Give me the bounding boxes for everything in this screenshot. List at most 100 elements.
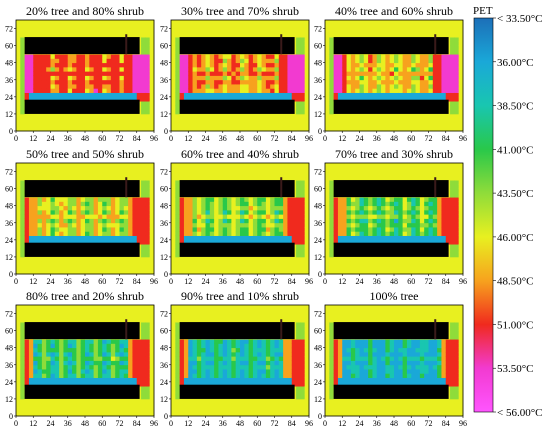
heatmap-cell xyxy=(115,205,120,211)
heatmap-cell xyxy=(141,118,146,123)
heatmap-cell xyxy=(205,58,211,64)
heatmap-cell xyxy=(149,20,155,25)
heatmap-cell xyxy=(350,222,356,228)
heatmap-cell xyxy=(437,71,442,76)
heatmap-cell xyxy=(110,231,116,236)
heatmap-cell xyxy=(368,84,373,89)
heatmap-cell xyxy=(76,126,82,132)
heatmap-cell xyxy=(171,214,176,219)
heatmap-cell xyxy=(110,167,116,172)
heatmap-cell xyxy=(85,20,90,25)
heatmap-cell xyxy=(171,167,176,172)
heatmap-cell xyxy=(376,265,382,271)
heatmap-cell xyxy=(72,227,77,232)
heatmap-cell xyxy=(20,171,26,177)
heatmap-cell xyxy=(296,105,301,111)
heatmap-cell xyxy=(37,171,43,177)
heatmap-cell xyxy=(381,239,386,245)
x-tick-label: 12 xyxy=(338,134,346,143)
heatmap-cell xyxy=(67,126,73,132)
heatmap-cell xyxy=(119,20,125,25)
heatmap-cell xyxy=(300,105,306,111)
heatmap-cell xyxy=(333,171,339,177)
heatmap-cell xyxy=(196,167,202,172)
heatmap-cell xyxy=(141,252,146,258)
heatmap-cell xyxy=(304,49,310,55)
heatmap-cell xyxy=(278,209,284,215)
heatmap-cell xyxy=(149,92,155,98)
heatmap-cell xyxy=(450,32,455,38)
heatmap-cell xyxy=(304,269,310,275)
heatmap-cell xyxy=(329,192,335,198)
heatmap-cell xyxy=(175,122,181,128)
heatmap-cell xyxy=(97,20,103,25)
heatmap-cell xyxy=(110,201,116,207)
heatmap-cell xyxy=(72,222,77,228)
heatmap-cell xyxy=(240,122,245,128)
heatmap-cell xyxy=(136,28,142,34)
heatmap-cell xyxy=(394,71,399,76)
heatmap-cell xyxy=(337,88,343,93)
y-tick-label: 72 xyxy=(5,168,13,177)
heatmap-cell xyxy=(428,201,434,207)
heatmap-cell xyxy=(28,118,34,123)
heatmap-cell xyxy=(428,28,434,34)
heatmap-cell xyxy=(287,88,293,93)
heatmap-cell xyxy=(128,197,133,202)
heatmap-cell xyxy=(171,126,176,132)
heatmap-cell xyxy=(102,163,107,168)
heatmap-cell xyxy=(123,54,129,59)
heatmap-cell xyxy=(385,218,391,224)
heatmap-cell xyxy=(252,231,258,236)
heatmap-cell xyxy=(325,41,330,47)
heatmap-cell xyxy=(93,214,99,219)
heatmap-cell xyxy=(363,218,369,224)
heatmap-cell xyxy=(304,118,310,123)
heatmap-cell xyxy=(248,256,254,262)
heatmap-cell xyxy=(291,113,297,119)
heatmap-cell xyxy=(33,227,38,232)
heatmap-cell xyxy=(257,62,262,68)
heatmap-cell xyxy=(201,71,206,76)
panel-title: 70% tree and 30% shrub xyxy=(335,147,453,161)
heatmap-cell xyxy=(145,37,151,42)
heatmap-cell xyxy=(119,54,125,59)
heatmap-cell xyxy=(342,222,347,228)
heatmap-cell xyxy=(415,231,421,236)
heatmap-cell xyxy=(359,28,365,34)
heatmap-cell xyxy=(20,261,26,266)
heatmap-cell xyxy=(175,239,181,245)
heatmap-cell xyxy=(218,71,224,76)
heatmap-cell xyxy=(196,92,202,98)
heatmap-cell xyxy=(333,66,339,72)
heatmap-cell xyxy=(278,118,284,123)
heatmap-cell xyxy=(59,218,64,224)
heatmap-cell xyxy=(110,58,116,64)
heatmap-cell xyxy=(261,24,267,29)
heatmap-cell xyxy=(20,239,26,245)
heatmap-cell xyxy=(350,214,356,219)
heatmap-cell xyxy=(123,201,129,207)
heatmap-cell xyxy=(218,24,224,29)
heatmap-cell xyxy=(192,269,198,275)
heatmap-cell xyxy=(265,269,271,275)
heatmap-cell xyxy=(287,28,293,34)
heatmap-cell xyxy=(325,109,330,115)
heatmap-cell xyxy=(132,214,138,219)
heatmap-cell xyxy=(333,235,339,241)
heatmap-cell xyxy=(304,214,310,219)
heatmap-cell xyxy=(192,84,198,89)
heatmap-cell xyxy=(350,92,356,98)
heatmap-cell xyxy=(350,256,356,262)
heatmap-cell xyxy=(222,122,228,128)
heatmap-cell xyxy=(291,75,297,81)
heatmap-cell xyxy=(145,171,151,177)
heatmap-cell xyxy=(342,20,347,25)
heatmap-cell xyxy=(419,163,425,168)
heatmap-cell xyxy=(141,265,146,271)
heatmap-cell xyxy=(283,28,288,34)
heatmap-cell xyxy=(205,261,211,266)
heatmap-cell xyxy=(59,205,64,211)
